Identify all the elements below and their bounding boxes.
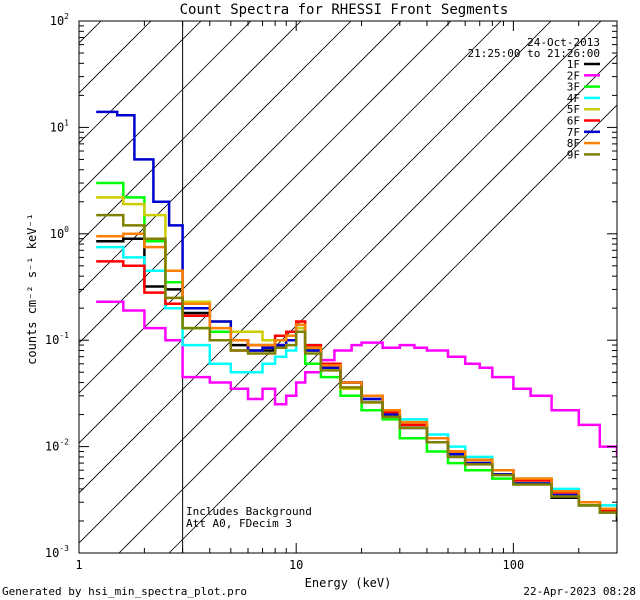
hatch-line [79, 21, 602, 544]
hatched-region [0, 0, 617, 553]
series-3F [96, 181, 617, 517]
legend-label-9F: 9F [567, 148, 580, 161]
time-range-label: 21:25:00 to 21:26:00 [468, 47, 600, 60]
legend-label-2F: 2F [567, 69, 580, 82]
hatch-line [0, 0, 79, 553]
plot-frame [78, 20, 618, 554]
y-tick-label: 102 [50, 12, 69, 28]
y-tick-label: 100 [50, 225, 69, 241]
series-7F [96, 110, 617, 513]
x-axis-label: Energy (keV) [305, 576, 392, 590]
hatch-line [79, 21, 202, 144]
annotation-attenuator: Att A0, FDecim 3 [186, 517, 292, 530]
hatch-line [79, 21, 402, 344]
annotation-background: Includes Background [186, 505, 312, 518]
hatch-line [79, 21, 452, 394]
hatch-line [168, 104, 617, 553]
y-tick-label: 101 [50, 118, 69, 134]
hatch-line [79, 21, 152, 94]
hatch-line [79, 21, 302, 244]
legend-label-4F: 4F [567, 92, 580, 105]
series-2F [96, 300, 617, 457]
x-tick-label: 100 [503, 558, 525, 572]
series-9F [96, 213, 617, 517]
hatch-line [118, 54, 617, 553]
legend-label-1F: 1F [567, 58, 580, 71]
series-8F [96, 232, 617, 515]
legend-label-6F: 6F [567, 115, 580, 128]
y-tick-label: 10-1 [45, 331, 69, 347]
date-label: 24-Oct-2013 [527, 36, 600, 49]
generated-by: Generated by hsi_min_spectra_plot.pro [2, 585, 247, 598]
axes: 1 10 100 10-3 10-2 10-1 100 101 102 [45, 12, 618, 572]
hatch-line [79, 21, 102, 44]
y-tick-label: 10-3 [45, 544, 69, 560]
hatch-line [79, 21, 252, 194]
series-5F [96, 196, 617, 517]
hatch-line [79, 21, 502, 444]
legend-label-7F: 7F [567, 126, 580, 139]
y-axis-label: counts cm⁻² s⁻¹ keV⁻¹ [25, 213, 39, 365]
footer-timestamp: 22-Apr-2023 08:28 [523, 585, 636, 598]
x-tick-label: 10 [289, 558, 303, 572]
series-4F [96, 245, 617, 511]
x-tick-label: 1 [75, 558, 82, 572]
hatch-line [79, 21, 552, 494]
hatch-line [79, 21, 352, 294]
series-layer [96, 110, 617, 521]
y-tick-label: 10-2 [45, 438, 69, 454]
legend-label-3F: 3F [567, 81, 580, 94]
chart-title: Count Spectra for RHESSI Front Segments [180, 2, 509, 18]
legend-label-5F: 5F [567, 103, 580, 116]
legend-label-8F: 8F [567, 137, 580, 150]
